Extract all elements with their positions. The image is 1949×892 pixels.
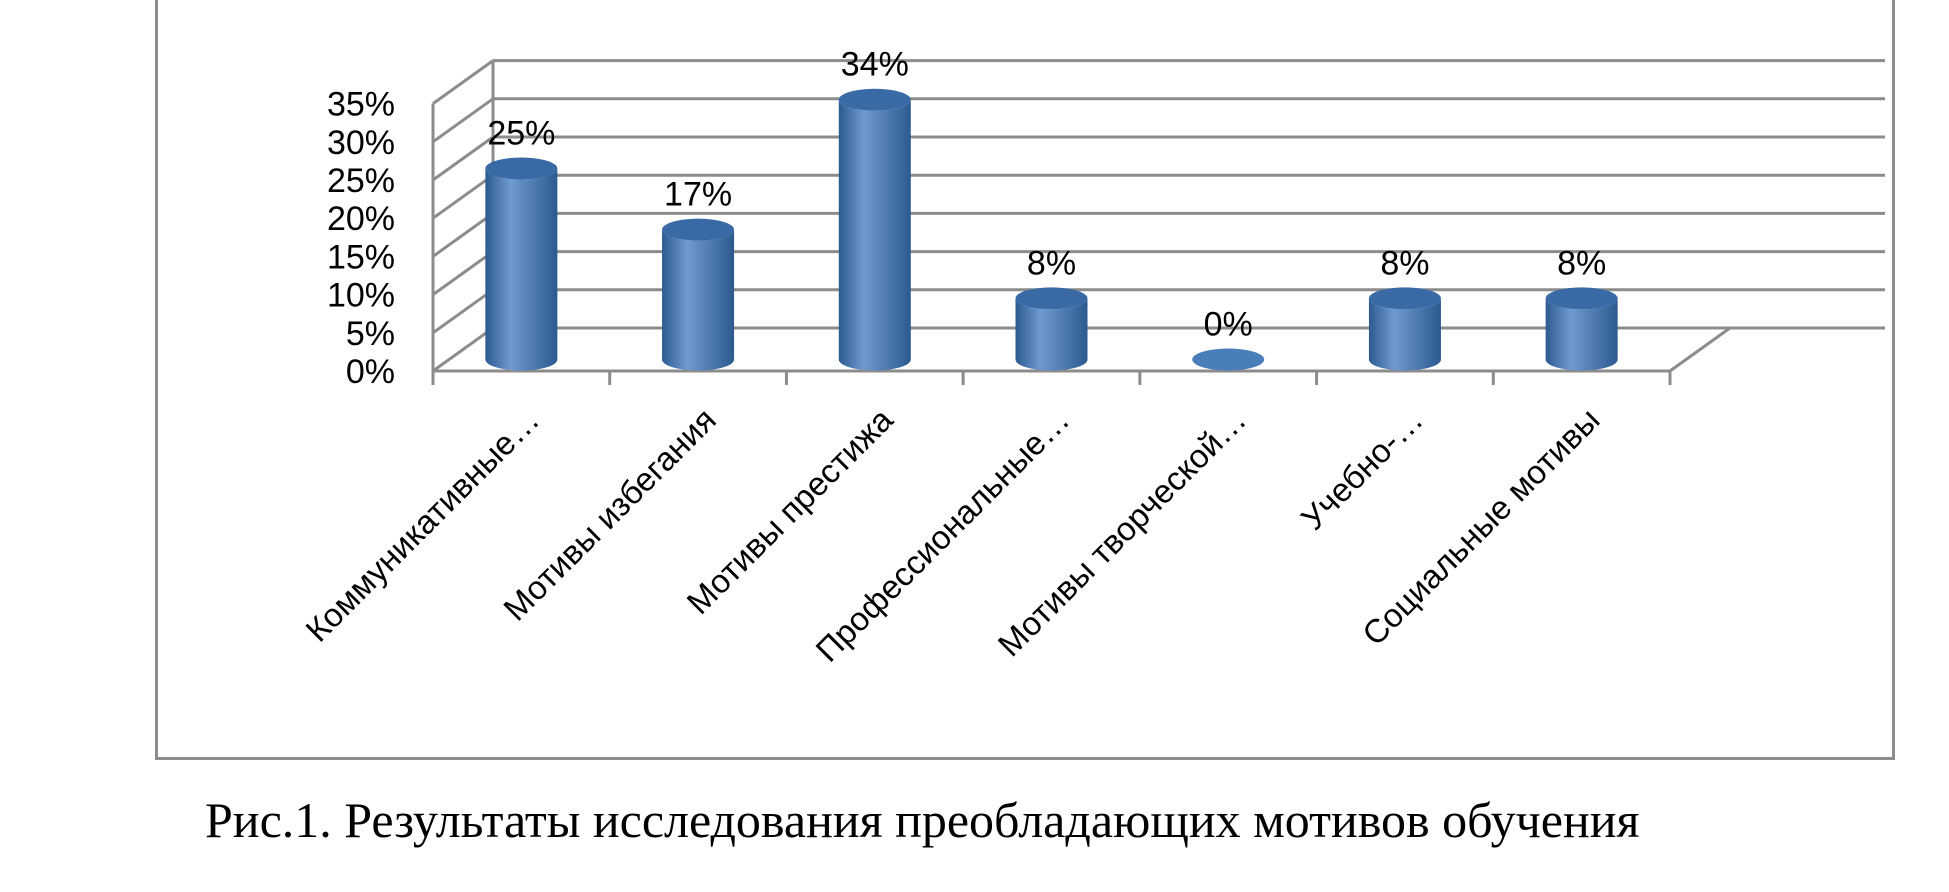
data-label: 0% [1204,306,1253,344]
bar [1192,348,1265,371]
data-label: 8% [1557,244,1606,282]
y-tick-label: 15% [327,238,395,276]
gridline-depth [432,97,494,144]
data-label: 34% [841,46,909,84]
bars: 25% 17% 34% 8% 0% 8% 8% [485,46,1618,371]
axes [431,103,1672,385]
y-tick-label: 10% [327,277,395,315]
bar [485,157,558,371]
gridline-depth [432,173,494,220]
floor-edge [1669,326,1731,373]
bar-body [1368,298,1441,371]
gridline-depth [432,212,494,258]
x-tick-label: Учебно-… [1294,401,1430,537]
bar [1545,287,1618,371]
gridline-depth [432,326,494,373]
y-tick-label: 30% [327,124,395,162]
gridlines [432,59,1885,373]
data-label: 8% [1380,244,1429,282]
bar-body [485,168,558,371]
chart-frame [155,0,1895,760]
bar-top [485,157,558,180]
y-tick-label: 25% [327,162,395,200]
y-tick-labels: 0%5%10%15%20%25%30%35% [327,86,395,391]
bar-body [662,229,735,371]
bar [1368,287,1441,371]
y-tick-label: 5% [346,315,395,353]
bar [662,218,735,371]
bar [838,88,911,371]
gridline-depth [432,250,494,296]
bar-body [838,99,911,371]
data-label: 8% [1027,244,1076,282]
bar-top [1368,287,1441,310]
bar-top [838,88,911,111]
data-label: 17% [664,176,732,214]
bar-top [1015,287,1088,310]
bar-top [1192,348,1265,371]
figure-caption: Рис.1. Результаты исследования преоблада… [205,792,1640,848]
bar-top [1545,287,1618,310]
bar [1015,287,1088,371]
bar-top [662,218,735,241]
y-tick-label: 35% [327,86,395,124]
y-tick-label: 20% [327,200,395,238]
bar-body [1015,298,1088,371]
y-tick-label: 0% [346,353,395,391]
bar-body [1545,298,1618,371]
gridline-depth [432,59,494,105]
gridline-depth [432,288,494,335]
data-label: 25% [487,115,555,153]
gridline-depth [432,135,494,182]
